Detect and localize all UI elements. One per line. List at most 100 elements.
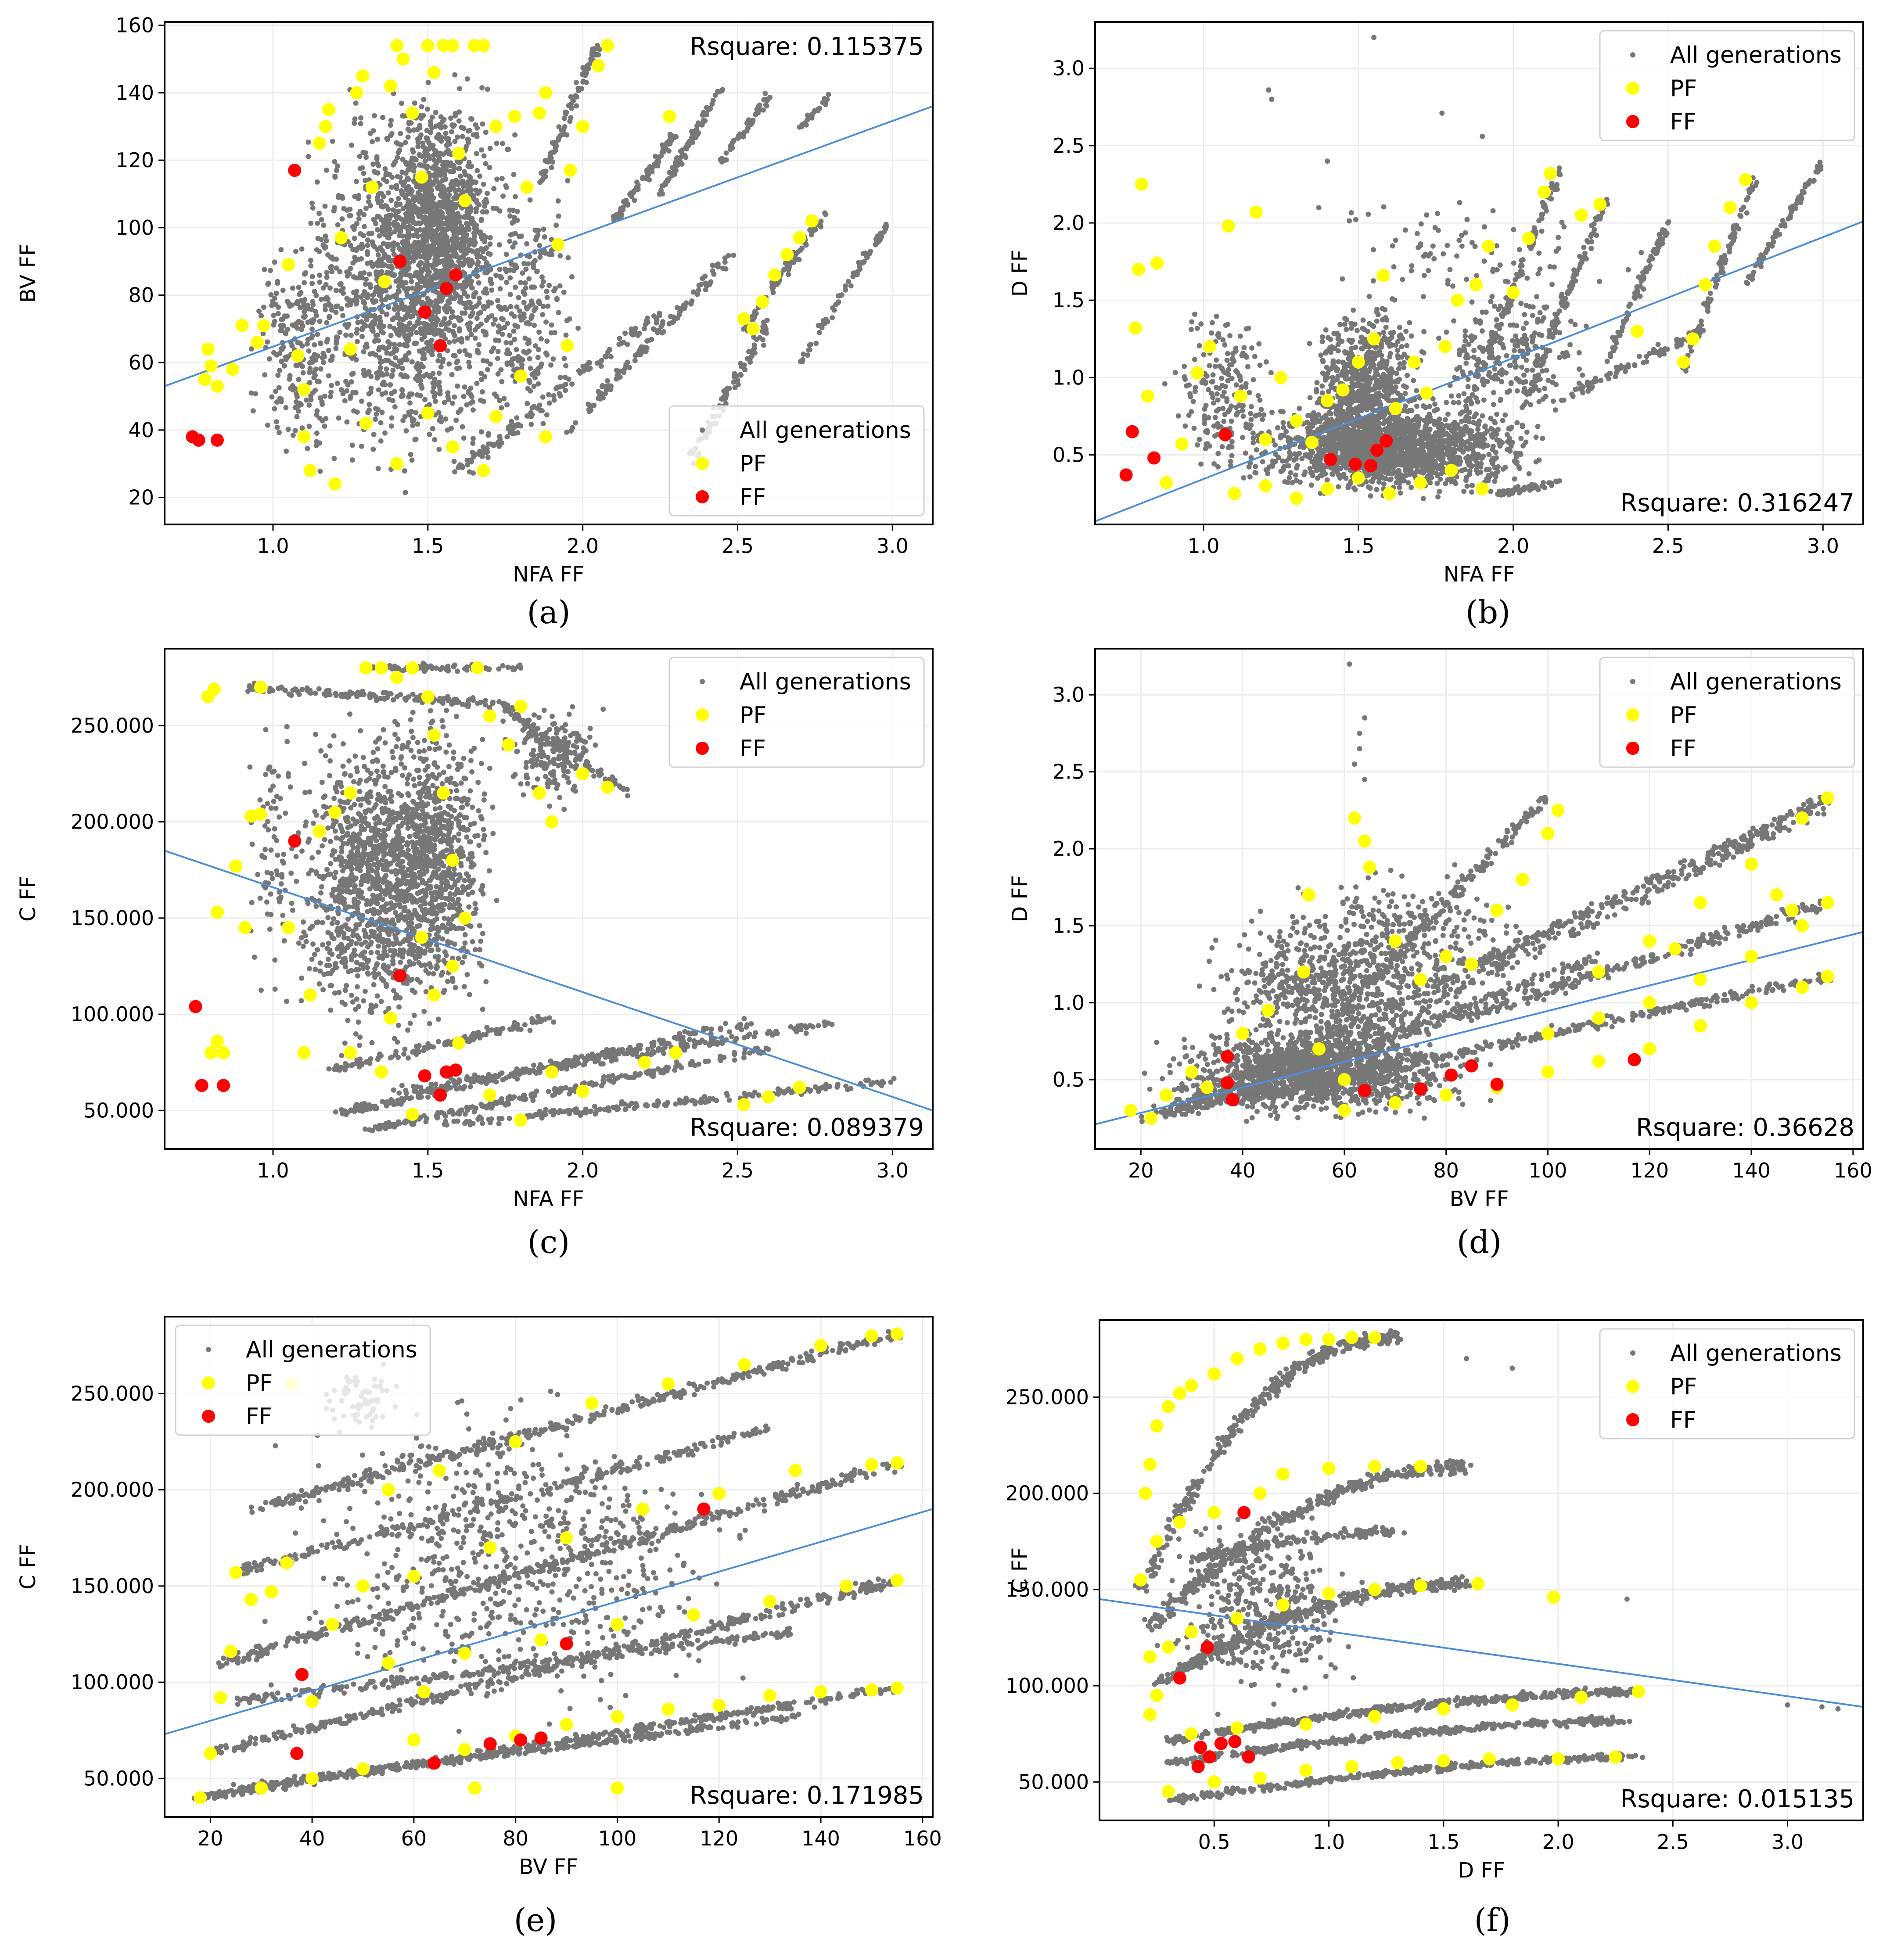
point-all-generations [273, 291, 279, 296]
point-all-generations [452, 338, 457, 344]
point-all-generations [399, 188, 404, 194]
point-all-generations [375, 136, 381, 142]
point-all-generations [405, 272, 410, 278]
point-all-generations [1304, 420, 1310, 425]
point-all-generations [621, 340, 626, 345]
point-all-generations [467, 237, 473, 243]
point-all-generations [411, 324, 417, 330]
point-all-generations [419, 104, 424, 110]
point-all-generations [495, 298, 500, 304]
x-axis-label: NFA FF [513, 562, 584, 587]
point-all-generations [372, 244, 377, 250]
point-all-generations [318, 297, 324, 302]
point-all-generations [335, 303, 341, 309]
point-all-generations [857, 264, 862, 269]
point-all-generations [464, 335, 470, 341]
point-all-generations [505, 320, 510, 326]
point-all-generations [285, 427, 291, 432]
point-all-generations [359, 245, 364, 251]
point-all-generations [415, 144, 421, 149]
point-all-generations [554, 297, 560, 302]
point-all-generations [370, 162, 376, 167]
point-all-generations [455, 134, 460, 140]
point-all-generations [344, 207, 350, 213]
point-all-generations [442, 248, 448, 254]
point-all-generations [388, 333, 394, 338]
point-all-generations [499, 379, 505, 384]
point-all-generations [354, 288, 359, 294]
point-all-generations [304, 397, 309, 403]
point-all-generations [485, 367, 490, 373]
point-all-generations [1482, 423, 1488, 429]
point-all-generations [830, 305, 836, 311]
point-all-generations [434, 174, 439, 179]
point-all-generations [507, 238, 513, 244]
point-all-generations [600, 395, 606, 401]
point-all-generations [1299, 456, 1305, 462]
point-all-generations [1262, 449, 1268, 455]
point-all-generations [361, 170, 367, 176]
point-all-generations [395, 150, 401, 155]
point-all-generations [463, 234, 469, 240]
point-all-generations [671, 314, 676, 320]
point-all-generations [372, 316, 378, 322]
point-all-generations [346, 271, 352, 276]
point-all-generations [391, 207, 396, 213]
point-all-generations [452, 394, 457, 400]
point-all-generations [405, 240, 410, 246]
point-all-generations [298, 402, 304, 407]
point-all-generations [1448, 393, 1454, 399]
point-all-generations [556, 213, 561, 219]
point-all-generations [511, 328, 517, 334]
point-all-generations [289, 302, 295, 308]
point-all-generations [541, 175, 546, 181]
point-all-generations [481, 398, 486, 404]
point-pf [737, 312, 751, 326]
point-all-generations [513, 284, 518, 290]
point-all-generations [1402, 425, 1408, 431]
point-all-generations [457, 173, 463, 179]
point-all-generations [273, 388, 279, 394]
point-all-generations [395, 141, 401, 147]
point-all-generations [479, 389, 485, 395]
point-all-generations [464, 462, 470, 468]
point-all-generations [414, 184, 420, 190]
point-all-generations [261, 305, 266, 310]
point-all-generations [329, 307, 334, 313]
point-all-generations [561, 356, 567, 362]
point-all-generations [460, 249, 466, 254]
point-all-generations [1260, 416, 1265, 422]
point-all-generations [575, 86, 581, 91]
point-all-generations [479, 147, 485, 153]
point-all-generations [617, 209, 623, 215]
point-pf [396, 52, 410, 66]
point-all-generations [574, 103, 579, 109]
point-all-generations [1394, 480, 1399, 485]
plot-frame [164, 21, 934, 525]
point-all-generations [365, 243, 370, 248]
point-all-generations [421, 347, 426, 352]
point-all-generations [440, 319, 446, 325]
point-all-generations [742, 367, 748, 373]
point-all-generations [514, 304, 520, 310]
point-all-generations [378, 420, 384, 426]
point-all-generations [483, 234, 489, 240]
point-all-generations [371, 217, 377, 223]
point-all-generations [355, 319, 361, 325]
point-all-generations [442, 232, 448, 237]
point-all-generations [387, 323, 393, 329]
point-all-generations [441, 117, 447, 122]
point-all-generations [806, 115, 812, 120]
point-all-generations [443, 416, 449, 422]
point-all-generations [549, 165, 554, 170]
point-all-generations [338, 281, 344, 287]
point-all-generations [444, 216, 449, 222]
point-all-generations [635, 183, 641, 188]
point-all-generations [348, 243, 353, 248]
point-all-generations [353, 275, 359, 281]
point-all-generations [478, 321, 484, 327]
point-all-generations [1318, 473, 1323, 479]
point-all-generations [660, 321, 665, 327]
point-all-generations [640, 349, 646, 355]
point-all-generations [1470, 446, 1476, 452]
